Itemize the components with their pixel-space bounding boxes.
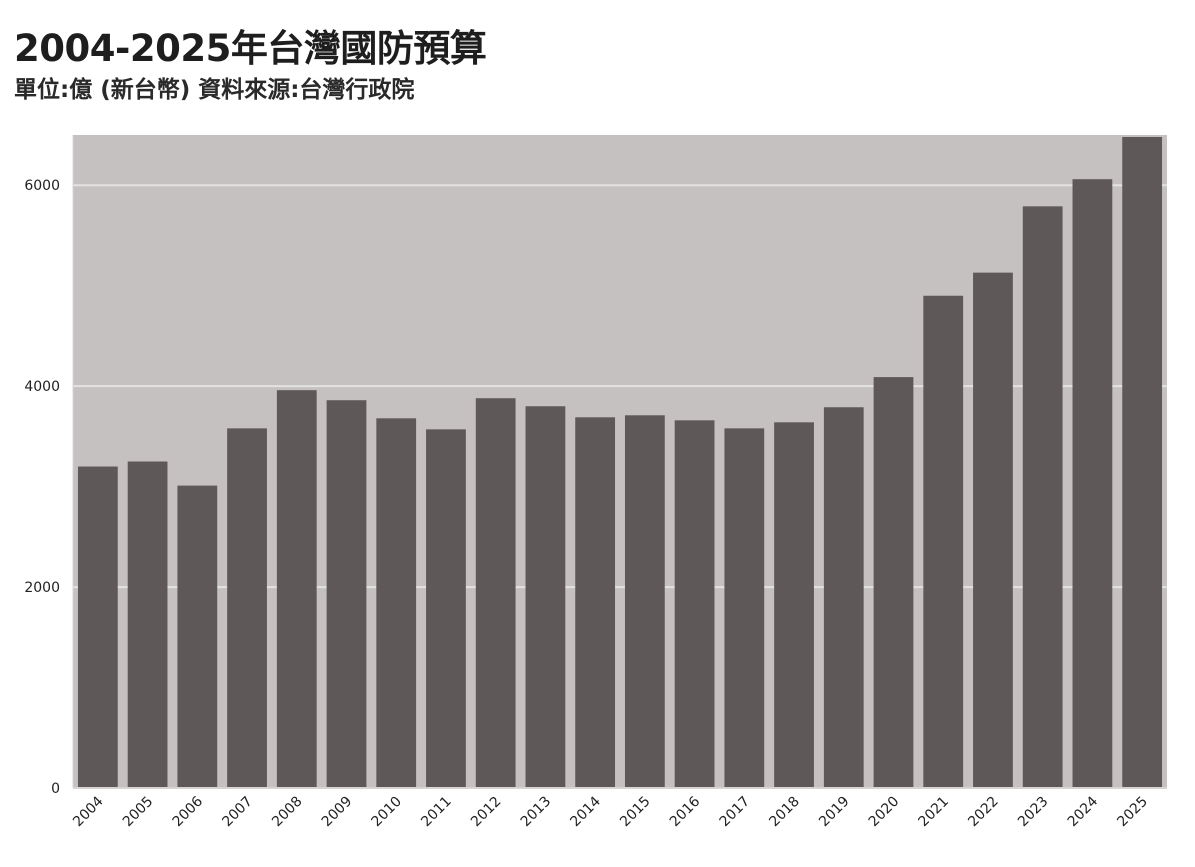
axes bbox=[72, 135, 1167, 789]
x-tick-label-2012: 2012 bbox=[468, 794, 505, 831]
chart-subtitle: 單位:億 (新台幣) 資料來源:台灣行政院 bbox=[14, 77, 415, 103]
x-tick-label-2018: 2018 bbox=[766, 794, 803, 831]
bar-2009 bbox=[326, 400, 367, 788]
bar-2005 bbox=[127, 461, 168, 788]
chart-title: 2004-2025年台灣國防預算 bbox=[14, 27, 487, 70]
x-tick-label-2021: 2021 bbox=[916, 794, 953, 831]
bar-2025 bbox=[1122, 137, 1163, 789]
bar-2017 bbox=[724, 428, 765, 788]
bar-2006 bbox=[177, 485, 218, 788]
x-tick-label-2017: 2017 bbox=[717, 794, 754, 831]
x-tick-label-2015: 2015 bbox=[617, 794, 654, 831]
bar-2004 bbox=[77, 466, 118, 788]
x-tick-label-2023: 2023 bbox=[1015, 794, 1052, 831]
bar-2011 bbox=[426, 429, 466, 788]
bar-2008 bbox=[276, 390, 317, 788]
y-tick-labels: 0 2000 4000 6000 bbox=[24, 178, 60, 797]
bar-2020 bbox=[873, 377, 914, 788]
bar-2016 bbox=[674, 420, 715, 788]
bar-2015 bbox=[624, 415, 665, 788]
bar-2024 bbox=[1072, 179, 1113, 789]
bar-2007 bbox=[227, 428, 267, 788]
x-tick-label-2025: 2025 bbox=[1114, 794, 1151, 831]
y-tick-label-4000: 4000 bbox=[24, 379, 60, 395]
x-tick-label-2006: 2006 bbox=[170, 793, 207, 830]
x-tick-label-2008: 2008 bbox=[269, 794, 306, 831]
x-tick-label-2016: 2016 bbox=[667, 793, 704, 830]
x-tick-label-2007: 2007 bbox=[219, 794, 256, 831]
bar-2012 bbox=[475, 398, 516, 788]
bars bbox=[77, 137, 1163, 789]
x-tick-label-2011: 2011 bbox=[418, 794, 455, 831]
bar-2023 bbox=[1022, 206, 1063, 788]
x-tick-label-2020: 2020 bbox=[866, 794, 903, 831]
bar-2010 bbox=[376, 418, 417, 788]
x-tick-labels: 2004 2005 2006 2007 2008 2009 2010 2011 2012 2013… bbox=[70, 793, 1151, 830]
bar-2018 bbox=[774, 422, 814, 788]
x-tick-label-2005: 2005 bbox=[120, 794, 157, 831]
x-tick-label-2019: 2019 bbox=[816, 794, 853, 831]
x-tick-label-2009: 2009 bbox=[319, 794, 356, 831]
y-tick-label-6000: 6000 bbox=[24, 178, 60, 194]
x-tick-label-2013: 2013 bbox=[518, 794, 555, 831]
y-tick-label-2000: 2000 bbox=[24, 580, 60, 596]
x-tick-label-2024: 2024 bbox=[1065, 793, 1102, 830]
x-tick-label-2010: 2010 bbox=[369, 794, 406, 831]
bar-2013 bbox=[525, 406, 566, 788]
x-tick-label-2022: 2022 bbox=[965, 794, 1002, 831]
x-tick-label-2004: 2004 bbox=[70, 793, 107, 830]
bar-2014 bbox=[575, 417, 616, 788]
bar-2019 bbox=[823, 407, 864, 788]
bar-2022 bbox=[973, 272, 1013, 788]
y-tick-label-0: 0 bbox=[51, 781, 60, 797]
bar-2021 bbox=[923, 295, 964, 788]
x-tick-label-2014: 2014 bbox=[567, 793, 604, 830]
